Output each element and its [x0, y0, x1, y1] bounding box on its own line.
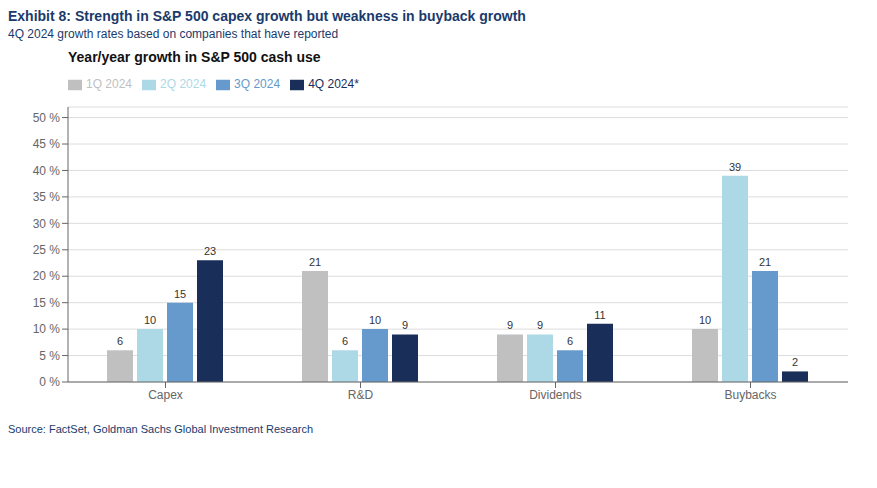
svg-text:23: 23 [204, 245, 216, 257]
svg-text:0 %: 0 % [39, 375, 60, 389]
svg-text:15 %: 15 % [33, 296, 61, 310]
svg-text:25 %: 25 % [33, 243, 61, 257]
svg-text:5 %: 5 % [39, 349, 60, 363]
svg-text:30 %: 30 % [33, 217, 61, 231]
svg-text:45 %: 45 % [33, 137, 61, 151]
html-text:4Q 2024*: 4Q 2024* [308, 77, 359, 91]
svg-text:10 %: 10 % [33, 322, 61, 336]
html-text:3Q 2024: 3Q 2024 [234, 77, 281, 91]
svg-text:20 %: 20 % [33, 269, 61, 283]
svg-text:35 %: 35 % [33, 190, 61, 204]
svg-text:9: 9 [537, 319, 543, 331]
svg-text:10: 10 [369, 314, 381, 326]
svg-text:40 %: 40 % [33, 164, 61, 178]
svg-text:6: 6 [117, 335, 123, 347]
svg-text:Dividends: Dividends [529, 388, 582, 402]
svg-text:R&D: R&D [348, 388, 374, 402]
svg-text:10: 10 [144, 314, 156, 326]
svg-text:9: 9 [402, 319, 408, 331]
svg-text:39: 39 [729, 161, 741, 173]
html-text:2Q 2024: 2Q 2024 [160, 77, 207, 91]
svg-text:Capex: Capex [148, 388, 183, 402]
svg-text:50 %: 50 % [33, 111, 61, 125]
html-text:Source: FactSet, Goldman Sachs: Source: FactSet, Goldman Sachs Global In… [8, 423, 314, 435]
svg-text:6: 6 [567, 335, 573, 347]
svg-text:9: 9 [507, 319, 513, 331]
svg-text:21: 21 [309, 256, 321, 268]
svg-text:11: 11 [594, 309, 605, 321]
html-text:Year/year growth in S&P 500 ca: Year/year growth in S&P 500 cash use [68, 49, 321, 65]
svg-text:6: 6 [342, 335, 348, 347]
svg-text:2: 2 [792, 356, 798, 368]
svg-text:21: 21 [759, 256, 771, 268]
svg-text:15: 15 [174, 288, 186, 300]
html-text:Exhibit 8: Strength in S&P 500: Exhibit 8: Strength in S&P 500 capex gro… [8, 8, 526, 24]
svg-text:Buybacks: Buybacks [724, 388, 776, 402]
svg-text:10: 10 [699, 314, 711, 326]
html-text:4Q 2024 growth rates based on: 4Q 2024 growth rates based on companies … [8, 27, 339, 41]
html-text:1Q 2024: 1Q 2024 [86, 77, 132, 91]
